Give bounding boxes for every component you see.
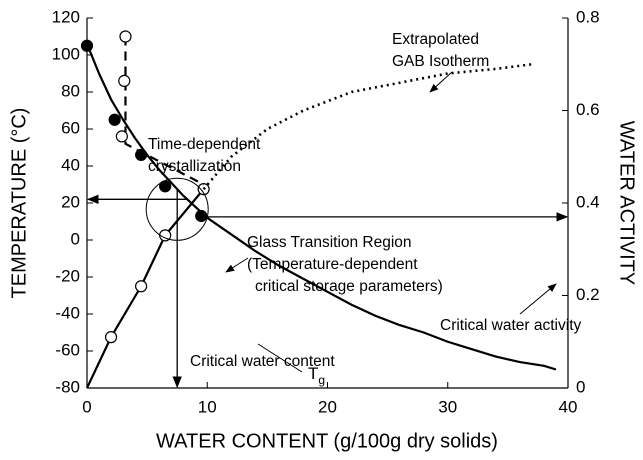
series-line [202, 62, 533, 190]
y-axis-title: TEMPERATURE (°C) [8, 108, 30, 299]
tg-label-sub: g [318, 373, 325, 387]
pointer [225, 257, 249, 273]
y2-tick-label: 0.4 [576, 192, 600, 211]
data-point [118, 74, 131, 88]
series-line [124, 36, 205, 186]
x-tick-label: 0 [82, 397, 91, 416]
y2-tick-label: 0.8 [576, 7, 600, 26]
y-tick-label: 60 [61, 118, 80, 137]
y-tick-label: 0 [71, 229, 80, 248]
y2-tick-label: 0.2 [576, 285, 600, 304]
annotation: Glass Transition Region [247, 234, 412, 251]
x-tick-label: 40 [559, 397, 578, 416]
annotation: Critical water content [190, 353, 335, 370]
annotation: GAB Isotherm [392, 53, 489, 70]
annotation: critical storage parameters) [255, 278, 443, 295]
data-point [135, 280, 148, 293]
data-point [115, 130, 128, 143]
y-tick-label: -60 [55, 340, 80, 359]
pointer [519, 283, 557, 315]
data-point [108, 113, 121, 126]
x-tick-label: 20 [318, 397, 337, 416]
annotation: (Temperature-dependent [247, 256, 418, 273]
y2-tick-label: 0 [576, 377, 585, 396]
y-tick-label: -20 [55, 266, 80, 285]
y2-axis-title: WATER ACTIVITY [616, 121, 638, 285]
y-tick-label: 40 [61, 155, 80, 174]
series-line [85, 43, 557, 371]
tg-label: Tg [308, 364, 325, 387]
y2-tick-label: 0.6 [576, 100, 600, 119]
y-tick-label: -80 [55, 377, 80, 396]
y-tick-label: 80 [61, 81, 80, 100]
x-tick-label: 30 [438, 397, 457, 416]
y-tick-label: 120 [52, 7, 80, 26]
data-point [119, 30, 132, 43]
annotation: crystallization [148, 158, 241, 175]
data-point [104, 331, 118, 344]
x-axis-title: WATER CONTENT (g/100g dry solids) [156, 430, 498, 452]
data-point [195, 209, 208, 223]
annotation: Extrapolated [392, 31, 479, 48]
pointer [257, 343, 303, 373]
pointer [429, 71, 453, 93]
tg-label-text: T [308, 364, 318, 383]
y-tick-label: 20 [61, 192, 80, 211]
x-tick-label: 10 [198, 397, 217, 416]
data-point [80, 39, 94, 52]
annotation: Time-dependent [148, 136, 261, 153]
y-tick-label: 100 [52, 44, 80, 63]
y-tick-label: -40 [55, 303, 80, 322]
annotation: Critical water activity [440, 317, 581, 334]
